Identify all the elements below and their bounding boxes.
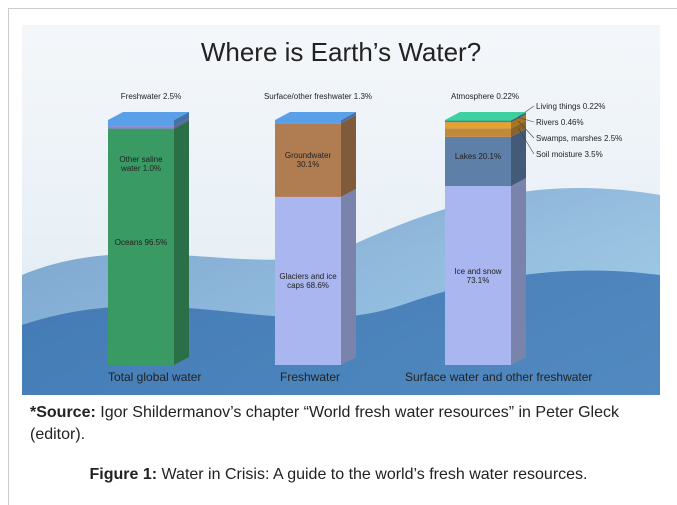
frame <box>8 8 677 505</box>
bar-segment <box>445 122 511 129</box>
bar-segment <box>445 186 511 365</box>
bar-segment <box>445 120 511 121</box>
bar-segment-side <box>341 188 356 365</box>
segment-label: Living things 0.22% <box>536 102 606 111</box>
caption-label: Figure 1: <box>89 466 158 483</box>
bar-segment-side <box>341 115 356 197</box>
segment-label: Surface/other freshwater 1.3% <box>263 92 373 101</box>
bar-segment-side <box>511 112 526 121</box>
segment-label: Oceans 96.5% <box>114 237 168 247</box>
bar-segment-side <box>341 112 356 124</box>
infographic: Where is Earth’s Water? Total global wat… <box>22 25 660 395</box>
source: *Source: Igor Shildermanov’s chapter “Wo… <box>30 402 660 446</box>
source-text: Igor Shildermanov’s chapter “World fresh… <box>30 404 619 443</box>
category-label: Surface water and other freshwater <box>405 370 592 384</box>
caption-text: Water in Crisis: A guide to the world’s … <box>161 466 588 483</box>
leader-line <box>518 117 535 123</box>
chart-title: Where is Earth’s Water? <box>201 37 481 67</box>
bar-segment-side <box>174 118 189 129</box>
bar-segment <box>275 196 341 365</box>
segment-label: Rivers 0.46% <box>536 118 584 127</box>
leader-line <box>518 128 535 155</box>
bar-segment-side <box>174 112 189 127</box>
figure: Where is Earth’s Water? Total global wat… <box>22 25 660 400</box>
bar-segment-top <box>108 112 189 120</box>
bar-segment-top <box>275 112 356 120</box>
caption: Figure 1: Water in Crisis: A guide to th… <box>0 466 677 484</box>
bar-segment <box>108 120 174 127</box>
leader-line <box>518 121 535 139</box>
bar-segment-side <box>511 128 526 187</box>
bar-segment <box>275 123 341 197</box>
category-label: Total global water <box>108 370 201 384</box>
bar-segment <box>445 128 511 137</box>
segment-label: Glaciers and ice caps 68.6% <box>279 271 337 290</box>
bar-segment-side <box>174 120 189 365</box>
bar-segment <box>445 136 511 187</box>
bar-segment <box>108 128 174 365</box>
segment-label: Freshwater 2.5% <box>120 92 182 101</box>
segment-label: Ice and snow 73.1% <box>454 266 502 285</box>
segment-label: Groundwater 30.1% <box>284 151 332 170</box>
bar-segment-top <box>445 112 526 120</box>
bar-segment <box>108 126 174 129</box>
segment-label: Soil moisture 3.5% <box>536 150 603 159</box>
bar-segment-side <box>511 178 526 365</box>
category-label: Freshwater <box>280 370 340 384</box>
source-label: *Source: <box>30 404 96 421</box>
segment-label: Other saline water 1.0% <box>119 155 163 173</box>
bar-segment <box>275 120 341 124</box>
segment-label: Swamps, marshes 2.5% <box>536 134 623 143</box>
segment-label: Atmosphere 0.22% <box>451 92 520 101</box>
bar-segment <box>445 120 511 122</box>
segment-label: Lakes 20.1% <box>454 152 502 162</box>
bar-segment <box>445 121 511 123</box>
